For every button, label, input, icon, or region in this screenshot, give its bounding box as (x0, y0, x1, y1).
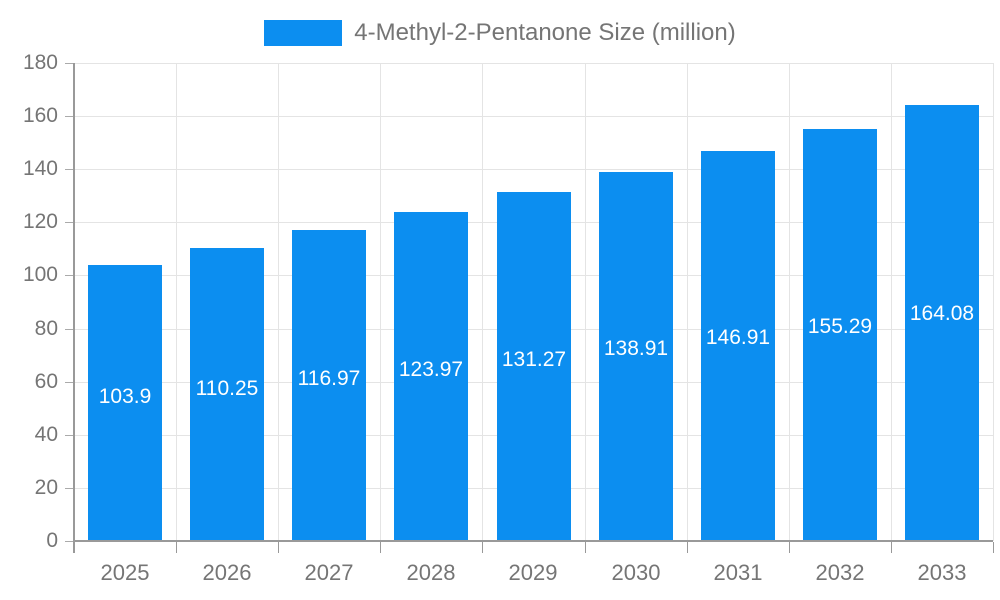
y-axis-tick (65, 488, 73, 489)
bar-value-label: 146.91 (705, 326, 771, 349)
y-tick-label: 180 (22, 51, 58, 74)
bar-value-label: 116.97 (297, 367, 361, 390)
y-axis-line (73, 63, 75, 553)
y-tick-label: 40 (34, 423, 58, 446)
x-axis-tick (380, 542, 381, 553)
x-tick-label-2026: 2026 (202, 560, 252, 585)
bar-2033[interactable]: 164.08 (905, 105, 979, 541)
bar-value-label: 131.27 (501, 348, 567, 371)
x-axis-line (74, 540, 993, 542)
y-tick-label: 0 (46, 529, 58, 552)
x-tick-label-2025: 2025 (100, 560, 150, 585)
y-tick-label: 120 (22, 210, 58, 233)
gridline-vertical (993, 63, 994, 541)
y-axis-tick (65, 275, 73, 276)
y-axis-tick (65, 169, 73, 170)
gridline-horizontal (74, 169, 993, 170)
x-axis-tick (278, 542, 279, 553)
bar-2028[interactable]: 123.97 (394, 212, 468, 541)
bar-2029[interactable]: 131.27 (497, 192, 571, 541)
x-axis-tick (993, 542, 994, 553)
y-tick-label: 20 (34, 476, 58, 499)
bar-2025[interactable]: 103.9 (88, 265, 162, 541)
x-axis-tick (891, 542, 892, 553)
x-tick-label-2032: 2032 (815, 560, 865, 585)
legend-label: 4-Methyl-2-Pentanone Size (million) (354, 19, 736, 46)
bar-2030[interactable]: 138.91 (599, 172, 673, 541)
bar-value-label: 155.29 (807, 315, 873, 338)
x-tick-label-2028: 2028 (406, 560, 456, 585)
x-axis-tick (482, 542, 483, 553)
gridline-vertical (891, 63, 892, 541)
bar-value-label: 138.91 (603, 337, 669, 360)
bar-value-label: 123.97 (398, 358, 464, 381)
x-tick-label-2033: 2033 (917, 560, 967, 585)
chart-legend[interactable]: 4-Methyl-2-Pentanone Size (million) (0, 19, 1000, 47)
y-tick-label: 60 (34, 370, 58, 393)
gridline-horizontal (74, 63, 993, 64)
y-tick-label: 100 (22, 263, 58, 286)
bar-value-label: 164.08 (909, 302, 975, 325)
gridline-horizontal (74, 116, 993, 117)
gridline-vertical (687, 63, 688, 541)
y-tick-label: 80 (34, 317, 58, 340)
y-axis-tick (65, 435, 73, 436)
bar-2026[interactable]: 110.25 (190, 248, 264, 541)
y-axis-tick (65, 116, 73, 117)
gridline-vertical (585, 63, 586, 541)
bar-value-label: 103.9 (98, 385, 152, 408)
x-tick-label-2029: 2029 (508, 560, 558, 585)
x-axis-tick (687, 542, 688, 553)
gridline-vertical (380, 63, 381, 541)
legend-swatch-icon (264, 20, 343, 46)
gridline-vertical (176, 63, 177, 541)
bar-2027[interactable]: 116.97 (292, 230, 366, 541)
y-tick-label: 160 (22, 104, 58, 127)
y-axis-tick (65, 382, 73, 383)
bar-value-label: 110.25 (195, 377, 259, 400)
y-axis-tick (65, 329, 73, 330)
x-tick-label-2030: 2030 (611, 560, 661, 585)
x-axis-tick (789, 542, 790, 553)
x-axis-tick (585, 542, 586, 553)
x-axis-tick (74, 542, 75, 553)
gridline-vertical (278, 63, 279, 541)
y-axis-tick (65, 63, 73, 64)
x-axis-tick (176, 542, 177, 553)
y-axis-tick (65, 222, 73, 223)
bar-2032[interactable]: 155.29 (803, 129, 877, 541)
gridline-vertical (789, 63, 790, 541)
x-tick-label-2027: 2027 (304, 560, 354, 585)
bar-2031[interactable]: 146.91 (701, 151, 775, 541)
y-axis-tick (65, 541, 73, 542)
gridline-vertical (482, 63, 483, 541)
x-tick-label-2031: 2031 (713, 560, 763, 585)
y-tick-label: 140 (22, 157, 58, 180)
